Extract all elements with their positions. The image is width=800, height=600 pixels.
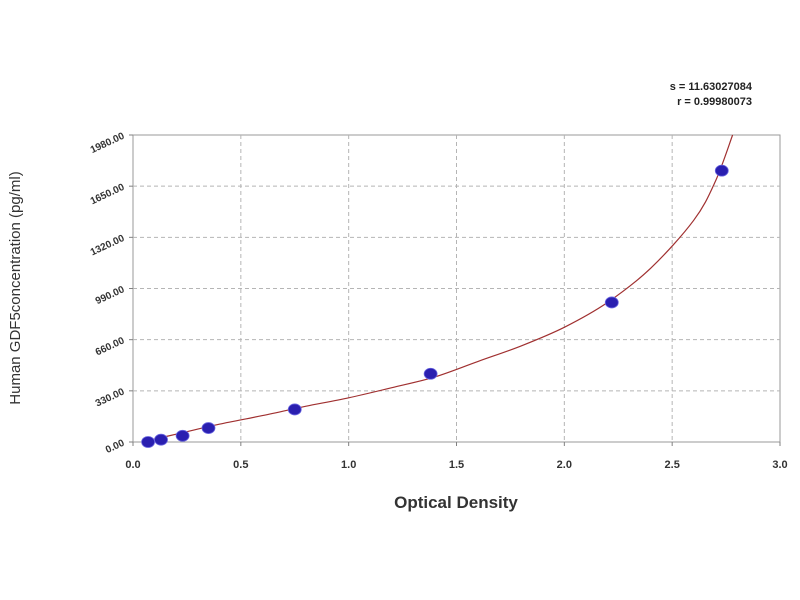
data-point: [141, 436, 155, 448]
x-tick-label: 1.5: [449, 459, 464, 471]
x-tick-label: 2.0: [557, 459, 572, 471]
x-tick-label: 2.5: [665, 459, 680, 471]
x-tick-label: 3.0: [772, 459, 787, 471]
y-tick-label: 660.00: [94, 335, 127, 358]
data-points: [141, 164, 729, 448]
data-point: [604, 296, 619, 309]
y-tick-label: 1320.00: [89, 233, 127, 258]
grid: [133, 135, 780, 442]
data-point: [423, 367, 438, 380]
y-tick-label: 1980.00: [89, 131, 127, 156]
fit-stat-r: r = 0.99980073: [677, 96, 752, 108]
data-point: [201, 422, 216, 434]
x-tick-label: 1.0: [341, 459, 356, 471]
x-tick-label: 0.0: [125, 459, 140, 471]
y-tick-label: 1650.00: [89, 182, 127, 207]
data-point: [175, 429, 190, 442]
fit-statistics: s = 11.63027084 r = 0.99980073: [670, 80, 752, 110]
data-point: [154, 433, 168, 446]
x-axis-label: Optical Density: [394, 493, 518, 512]
fit-curve: [141, 134, 734, 443]
y-tick-label: 0.00: [104, 438, 127, 456]
data-point: [714, 164, 729, 177]
x-axis-ticks: 0.0 0.5 1.0 1.5 2.0 2.5 3.0: [125, 442, 788, 471]
y-axis-label: Human GDF5concentration (pg/ml): [7, 171, 24, 404]
y-tick-label: 990.00: [94, 284, 127, 307]
y-tick-label: 330.00: [94, 386, 127, 409]
data-point: [287, 403, 302, 416]
fit-stat-s: s = 11.63027084: [669, 81, 752, 93]
x-tick-label: 0.5: [233, 459, 248, 471]
y-axis-ticks: 0.00 330.00 660.00 990.00 1320.00 1650.00 1980…: [89, 131, 133, 456]
